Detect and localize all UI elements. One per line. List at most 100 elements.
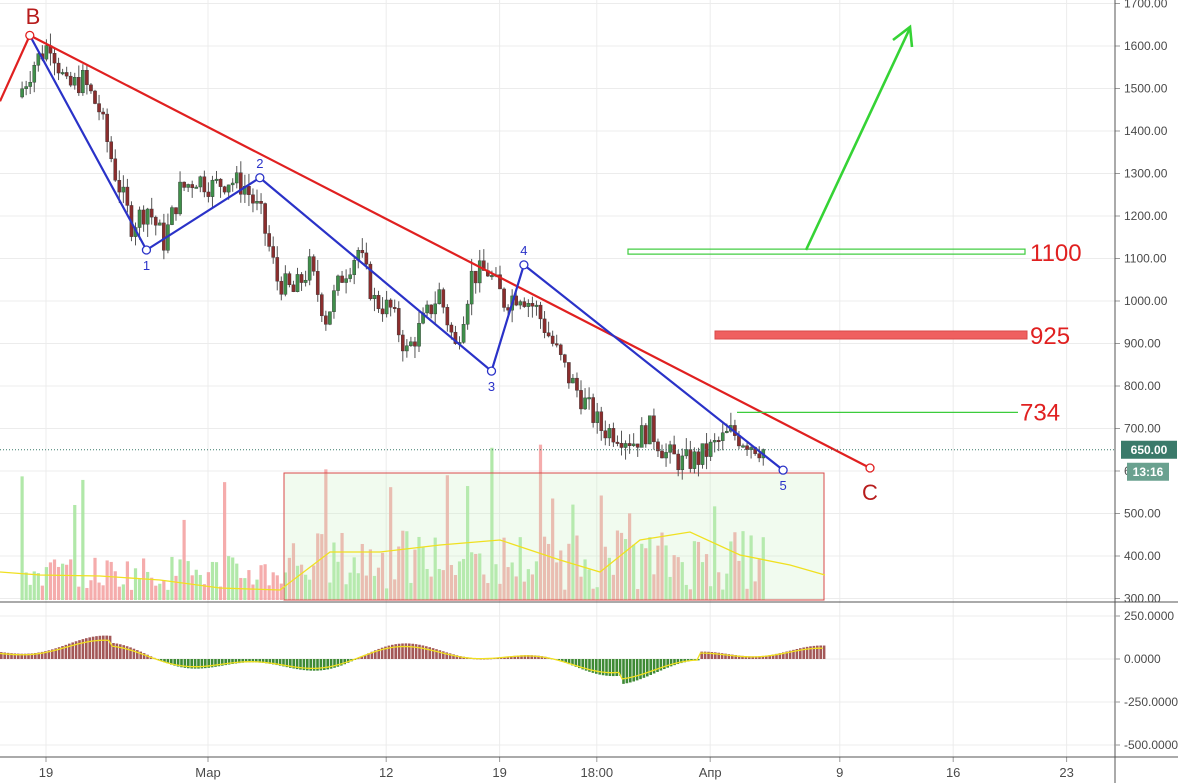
candle-body: [28, 82, 33, 87]
macd-histogram-bar: [244, 659, 248, 663]
macd-histogram-bar: [751, 656, 754, 659]
volume-bar: [644, 548, 648, 600]
macd-histogram-bar: [258, 659, 261, 663]
volume-bar: [101, 585, 105, 600]
candle-body: [267, 233, 271, 247]
volume-bar: [725, 573, 729, 600]
macd-histogram-bar: [703, 651, 707, 659]
wave-point-label: 4: [520, 243, 527, 258]
macd-histogram-bar: [377, 648, 380, 659]
macd-histogram-bar: [333, 659, 336, 668]
candle-body: [32, 65, 37, 83]
volume-bar: [478, 553, 482, 600]
macd-histogram-bar: [574, 659, 578, 667]
macd-histogram-bar: [0, 652, 3, 659]
macd-histogram-bar: [217, 659, 221, 667]
volume-bar: [595, 587, 599, 600]
macd-histogram-bar: [425, 646, 428, 659]
macd-histogram-bar: [578, 659, 581, 669]
macd-histogram-bar: [241, 659, 244, 663]
macd-histogram-bar: [765, 655, 768, 659]
current-price-value: 650.00: [1131, 443, 1168, 457]
volume-bar: [583, 559, 587, 600]
macd-histogram-bar: [520, 655, 523, 659]
macd-histogram-bar: [401, 643, 404, 659]
candle-body: [360, 250, 365, 254]
candle-body: [676, 453, 681, 471]
candle-body: [401, 334, 405, 352]
macd-tick-label: -500.0000: [1124, 738, 1178, 752]
volume-bar: [44, 567, 49, 600]
macd-histogram-bar: [408, 643, 411, 659]
candle-body: [85, 70, 89, 86]
volume-bar: [421, 546, 425, 600]
volume-bar: [632, 544, 636, 600]
macd-histogram-bar: [180, 659, 183, 668]
volume-bar: [190, 575, 194, 600]
candle-body: [89, 84, 93, 92]
candle-body: [619, 442, 624, 448]
candle-body: [36, 53, 41, 66]
macd-histogram-bar: [336, 659, 340, 667]
wave-point-marker[interactable]: [778, 465, 788, 475]
macd-histogram-bar: [190, 659, 193, 669]
macd-histogram-bar: [530, 655, 533, 659]
macd-histogram-bar: [792, 649, 795, 659]
macd-histogram-bar: [265, 659, 268, 664]
volume-bar: [498, 583, 502, 600]
candle-body: [514, 295, 519, 306]
macd-histogram-bar: [714, 652, 717, 659]
volume-bar: [636, 589, 640, 600]
volume-bar: [364, 575, 368, 600]
wave-point-marker[interactable]: [25, 30, 35, 41]
wave-overlays[interactable]: B 1 2 3 4 5 C 1100 925 734: [0, 4, 1115, 505]
candle-body: [700, 443, 705, 465]
volume-bar: [628, 513, 632, 600]
volume-bar: [611, 574, 616, 600]
y-tick-label: 1400.00: [1124, 124, 1168, 138]
volume-bar: [640, 543, 644, 600]
candle-body: [234, 172, 239, 184]
candle-body: [206, 191, 211, 197]
y-tick-label: 500.00: [1124, 507, 1161, 521]
macd-histogram-bar: [125, 646, 129, 659]
macd-histogram-bar: [513, 655, 516, 659]
volume-bar: [121, 584, 125, 600]
volume-bar: [453, 575, 458, 600]
macd-histogram-bar: [608, 659, 612, 676]
macd-histogram-bar: [625, 659, 629, 684]
grid: [0, 0, 1115, 757]
macd-histogram-bar: [231, 659, 234, 664]
macd-histogram-bar: [778, 653, 782, 659]
candle-body: [445, 307, 450, 326]
wave-point-marker[interactable]: [141, 245, 152, 255]
volume-bar: [170, 556, 174, 600]
candle-body: [469, 270, 474, 305]
wave-point-marker[interactable]: [865, 463, 875, 473]
volume-bar: [433, 537, 437, 600]
candle-body: [680, 455, 685, 471]
volume-bar: [372, 575, 377, 600]
volume-bar: [125, 561, 130, 600]
volume-bar: [567, 543, 571, 600]
candle-body: [295, 274, 300, 292]
macd-tick-label: 0.0000: [1124, 652, 1161, 666]
macd-histogram-bar: [452, 654, 455, 659]
volume-bar: [530, 574, 535, 600]
macd-histogram-bar: [289, 659, 292, 668]
volume-bar: [547, 543, 551, 600]
wave-point-marker[interactable]: [519, 260, 529, 270]
macd-histogram-bar: [503, 656, 506, 659]
macd-histogram-bar: [129, 647, 132, 659]
wave-point-marker[interactable]: [255, 173, 265, 183]
y-tick-label: 1300.00: [1124, 167, 1168, 181]
volume-bar: [324, 469, 328, 600]
volume-bar: [494, 564, 498, 600]
macd-histogram-bar: [414, 644, 418, 659]
wave-point-label: 1: [143, 258, 150, 273]
candle-body: [279, 280, 284, 295]
macd-histogram-bar: [166, 659, 170, 664]
wave-point-marker[interactable]: [486, 366, 497, 376]
macd-histogram-bar: [136, 650, 139, 659]
